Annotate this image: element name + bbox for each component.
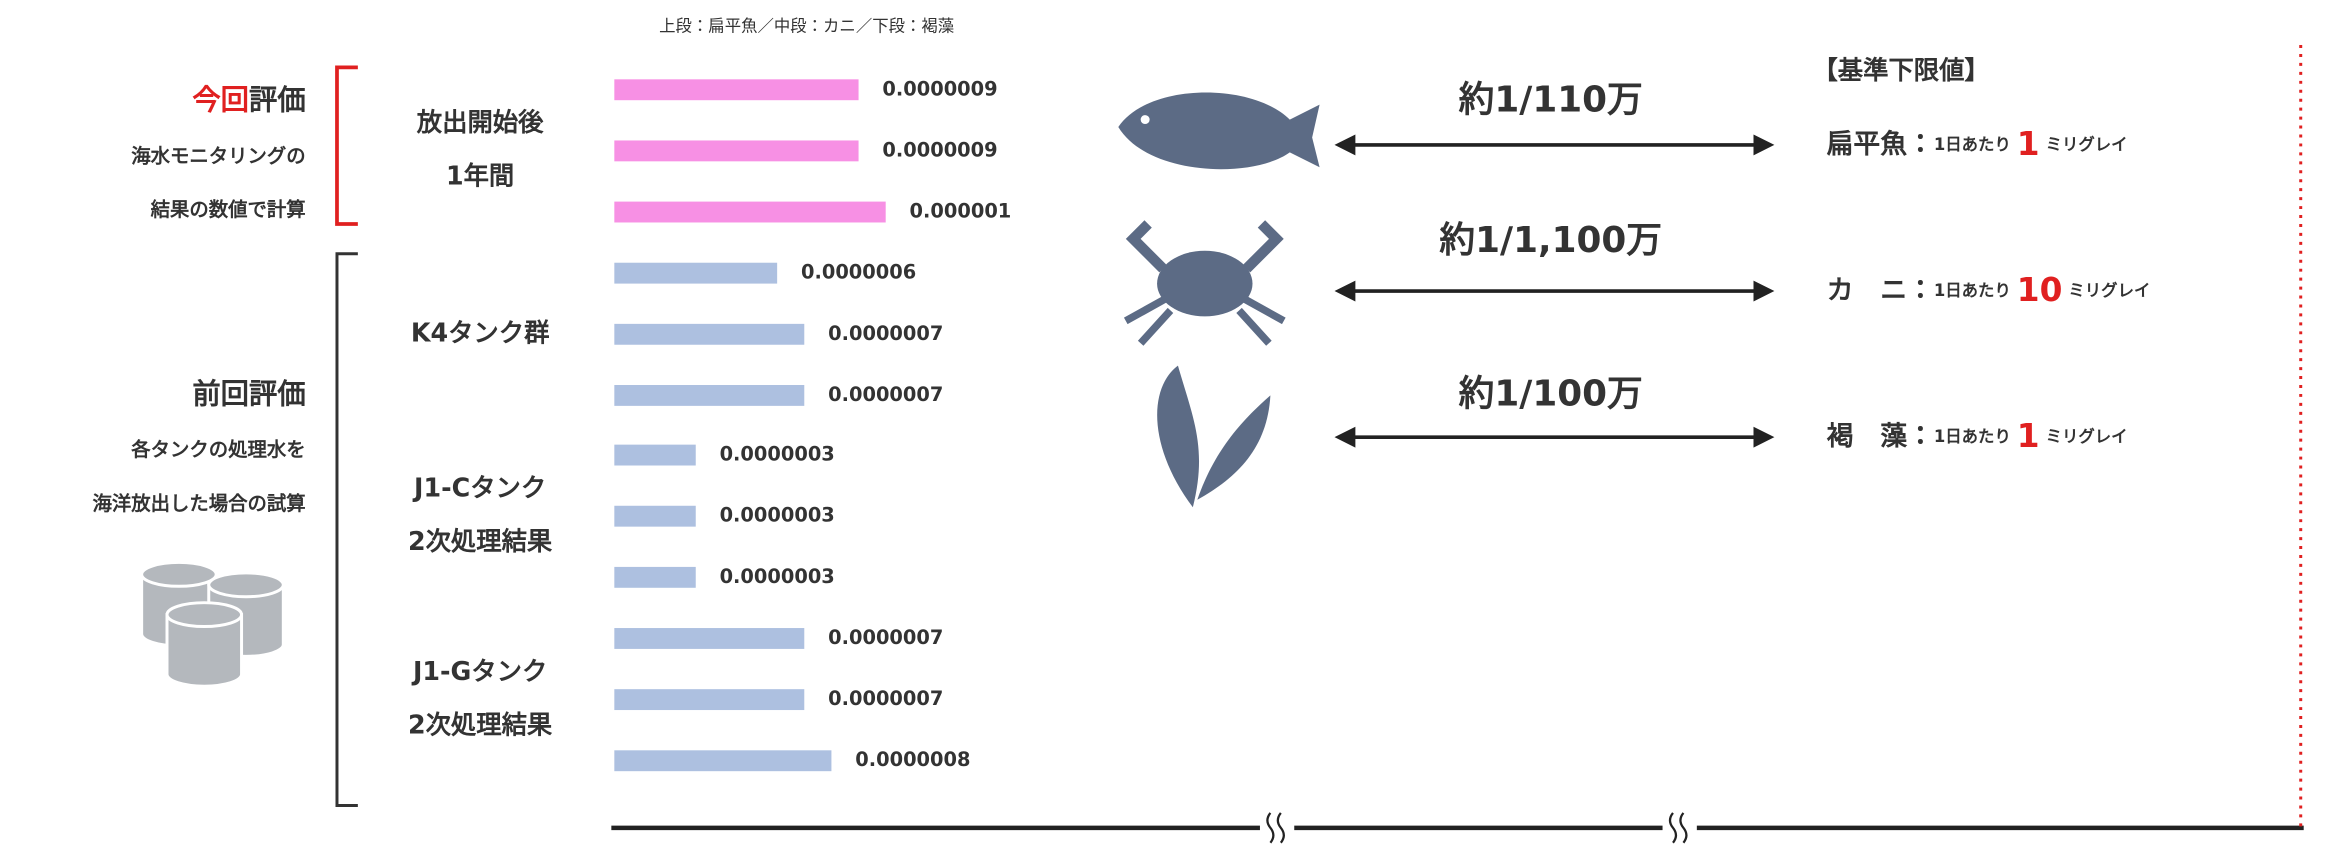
section-note: 海水モニタリングの <box>131 144 305 167</box>
per-day: 1日あたり <box>1934 281 2011 300</box>
value-label: 0.000001 <box>910 200 1012 223</box>
group-label: 2次処理結果 <box>408 709 553 739</box>
value-label: 0.0000007 <box>828 687 943 710</box>
ratio: 約1/1,100万 <box>1439 220 1662 261</box>
limit-value: 1 <box>2017 417 2040 455</box>
value-label: 0.0000003 <box>720 565 835 588</box>
section-title: 今回評価 <box>192 84 305 117</box>
ratio: 約1/100万 <box>1459 373 1643 414</box>
value-label: 0.0000003 <box>720 443 835 466</box>
limit-row: カ ニ：1日あたり 10 ミリグレイ <box>1827 271 2151 309</box>
group-label: K4タンク群 <box>411 317 550 347</box>
section-title-part: 今回 <box>192 84 249 117</box>
value-label: 0.0000007 <box>828 626 943 649</box>
tank-icon <box>140 560 285 688</box>
group-label: J1-Gタンク <box>411 656 547 686</box>
value-label: 0.0000006 <box>801 261 916 284</box>
bar <box>614 323 805 345</box>
section-title: 前回評価 <box>192 377 305 410</box>
species: 扁平魚： <box>1827 127 1934 159</box>
section-note: 各タンクの処理水を <box>130 438 305 461</box>
unit: ミリグレイ <box>2046 427 2128 446</box>
group-label: 2次処理結果 <box>408 526 553 556</box>
group-label: 放出開始後 <box>416 107 544 137</box>
bracket-current <box>335 65 358 226</box>
species: カ ニ： <box>1827 275 1934 306</box>
section-note: 海洋放出した場合の試算 <box>93 492 306 515</box>
limit-value: 1 <box>2017 124 2040 162</box>
ratio: 約1/110万 <box>1459 80 1643 121</box>
limits-title: 【基準下限値】 <box>1812 55 1989 85</box>
limit-value: 10 <box>2017 271 2063 309</box>
bar <box>614 750 832 772</box>
bar <box>614 505 696 527</box>
bar <box>614 384 805 406</box>
axis-break <box>1266 812 1688 844</box>
bar <box>614 444 696 466</box>
note: 上段：扁平魚／中段：カニ／下段：褐藻 <box>659 17 954 36</box>
per-day: 1日あたり <box>1934 427 2011 446</box>
bracket-previous <box>335 252 358 807</box>
section-note: 結果の数値で計算 <box>150 198 306 221</box>
value-label: 0.0000007 <box>828 383 943 406</box>
seaweed-icon <box>1157 365 1271 508</box>
unit: ミリグレイ <box>2046 134 2128 153</box>
group-label: 1年間 <box>446 161 514 191</box>
value-label: 0.0000009 <box>882 138 997 161</box>
value-label: 0.0000007 <box>828 322 943 345</box>
value-label: 0.0000003 <box>720 504 835 527</box>
limit-row: 扁平魚：1日あたり 1 ミリグレイ <box>1827 124 2128 162</box>
section-title-part: 評価 <box>249 84 306 117</box>
bar <box>614 79 859 101</box>
bar <box>614 689 805 711</box>
bar <box>614 201 886 223</box>
bar <box>614 628 805 649</box>
section-title-part: 前回評価 <box>192 377 305 410</box>
value-label: 0.0000008 <box>855 748 970 771</box>
bar <box>614 262 778 284</box>
bar <box>614 140 859 162</box>
group-label: J1-Cタンク <box>412 472 546 502</box>
unit: ミリグレイ <box>2068 281 2150 300</box>
value-label: 0.0000009 <box>882 77 997 100</box>
limit-row: 褐 藻：1日あたり 1 ミリグレイ <box>1827 417 2128 455</box>
species: 褐 藻： <box>1827 421 1934 452</box>
fish-icon <box>1118 92 1320 170</box>
bar <box>614 566 696 588</box>
per-day: 1日あたり <box>1934 134 2011 153</box>
crab-icon <box>1123 220 1286 346</box>
